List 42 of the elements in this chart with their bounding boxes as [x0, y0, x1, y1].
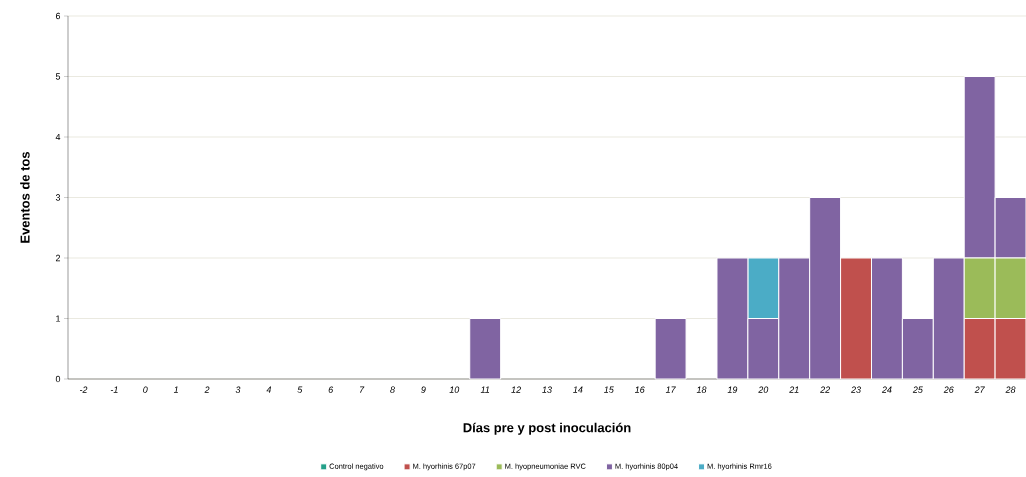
x-tick-label: 23: [851, 386, 861, 393]
x-tick-label: 6: [328, 386, 334, 393]
x-tick-label: 20: [758, 386, 769, 393]
x-tick-label: 2: [204, 386, 210, 393]
x-tick-label: 4: [266, 386, 272, 393]
x-tick-label: 24: [881, 386, 892, 393]
x-tick-label: 19: [727, 386, 738, 393]
x-tick-label: 7: [360, 386, 365, 393]
x-tick-label: 5: [297, 386, 303, 393]
x-tick-label: -1: [110, 386, 118, 393]
x-tick-label: 27: [974, 386, 985, 393]
x-tick-label: 22: [820, 386, 830, 393]
y-tick-label: 6: [55, 12, 61, 20]
bar: [654, 318, 687, 380]
x-tick-label: 26: [943, 386, 954, 393]
x-tick-label: 3: [235, 386, 241, 393]
x-tick-label: 13: [542, 386, 552, 393]
y-tick-label: 4: [55, 133, 61, 141]
x-tick-label: 25: [912, 386, 923, 393]
bar: [469, 318, 502, 380]
x-tick-label: 8: [390, 386, 395, 393]
y-tick-label: 2: [55, 254, 61, 262]
y-tick-label: 0: [55, 375, 61, 383]
x-tick-label: 28: [1005, 386, 1016, 393]
x-tick-label: 11: [480, 386, 490, 393]
x-tick-label: 21: [789, 386, 799, 393]
x-tick-label: 1: [173, 386, 178, 393]
y-tick-label: 1: [56, 315, 61, 322]
x-tick-label: 0: [143, 386, 148, 393]
x-tick-label: 18: [696, 386, 707, 393]
x-tick-label: -2: [79, 386, 88, 393]
x-axis-title: Días pre y post inoculación: [463, 422, 631, 435]
x-tick-label: 15: [604, 386, 614, 393]
x-tick-label: 12: [511, 386, 521, 393]
x-tick-label: 16: [634, 386, 645, 393]
x-tick-label: 10: [449, 386, 460, 393]
y-tick-label: 3: [55, 194, 61, 201]
y-tick-label: 5: [55, 73, 61, 80]
x-tick-label: 9: [421, 386, 426, 393]
x-tick-label: 17: [665, 386, 676, 393]
y-axis-title: Eventos de tos: [20, 151, 30, 243]
x-tick-label: 14: [573, 386, 583, 393]
